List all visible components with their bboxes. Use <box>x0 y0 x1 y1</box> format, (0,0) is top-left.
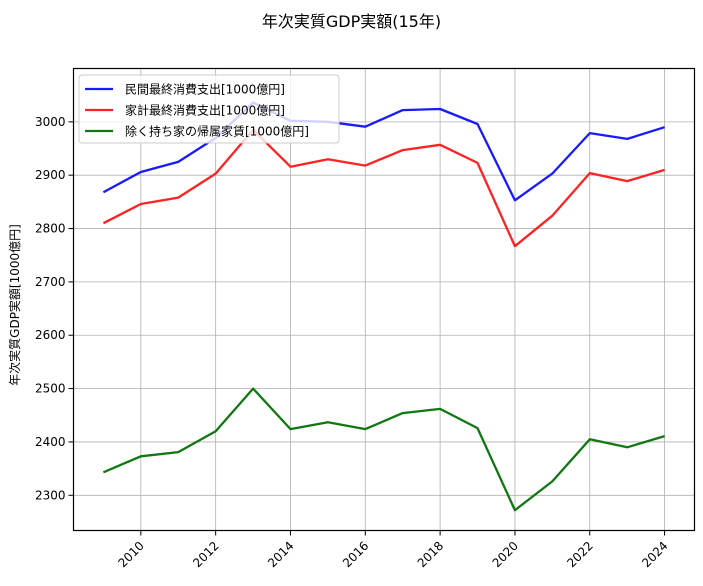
grid-lines <box>73 68 695 531</box>
x-tick-label: 2022 <box>564 539 595 570</box>
plot-frame <box>72 67 696 532</box>
x-tick-label: 2012 <box>190 539 221 570</box>
x-tick-label: 2014 <box>265 539 296 570</box>
chart-title: 年次実質GDP実額(15年) <box>261 12 442 31</box>
y-tick-label: 2300 <box>35 488 66 502</box>
series-line-1 <box>102 128 665 248</box>
x-tick-label: 2016 <box>340 539 371 570</box>
y-axis-label: 年次実質GDP実額[1000億円] <box>7 224 22 386</box>
series-line-0 <box>102 101 665 202</box>
x-axis-ticks: 2010 2012 2014 2016 2018 2020 2022 2024 <box>115 530 671 570</box>
legend-label: 民間最終消費支出[1000億円] <box>125 82 285 97</box>
x-tick-label: 2018 <box>415 539 446 570</box>
legend-label: 除く持ち家の帰属家賃[1000億円] <box>125 124 309 139</box>
x-tick-label: 2010 <box>115 539 146 570</box>
legend-box <box>78 74 340 144</box>
y-tick-label: 2900 <box>35 168 66 182</box>
x-tick-label: 2020 <box>490 539 521 570</box>
legend: 民間最終消費支出[1000億円] 家計最終消費支出[1000億円] 除く持ち家の帰属… <box>78 74 340 144</box>
y-tick-label: 2700 <box>35 275 66 289</box>
series-line-2 <box>102 387 665 512</box>
y-tick-label: 2800 <box>35 222 66 236</box>
y-tick-label: 2400 <box>35 435 66 449</box>
y-tick-label: 2600 <box>35 328 66 342</box>
y-tick-label: 3000 <box>35 115 66 129</box>
x-tick-label: 2024 <box>639 539 670 570</box>
y-axis-ticks: 2300 2400 2500 2600 2700 2800 2900 3000 <box>35 115 74 502</box>
legend-label: 家計最終消費支出[1000億円] <box>125 103 285 118</box>
series-lines <box>102 101 665 512</box>
y-tick-label: 2500 <box>35 382 66 396</box>
